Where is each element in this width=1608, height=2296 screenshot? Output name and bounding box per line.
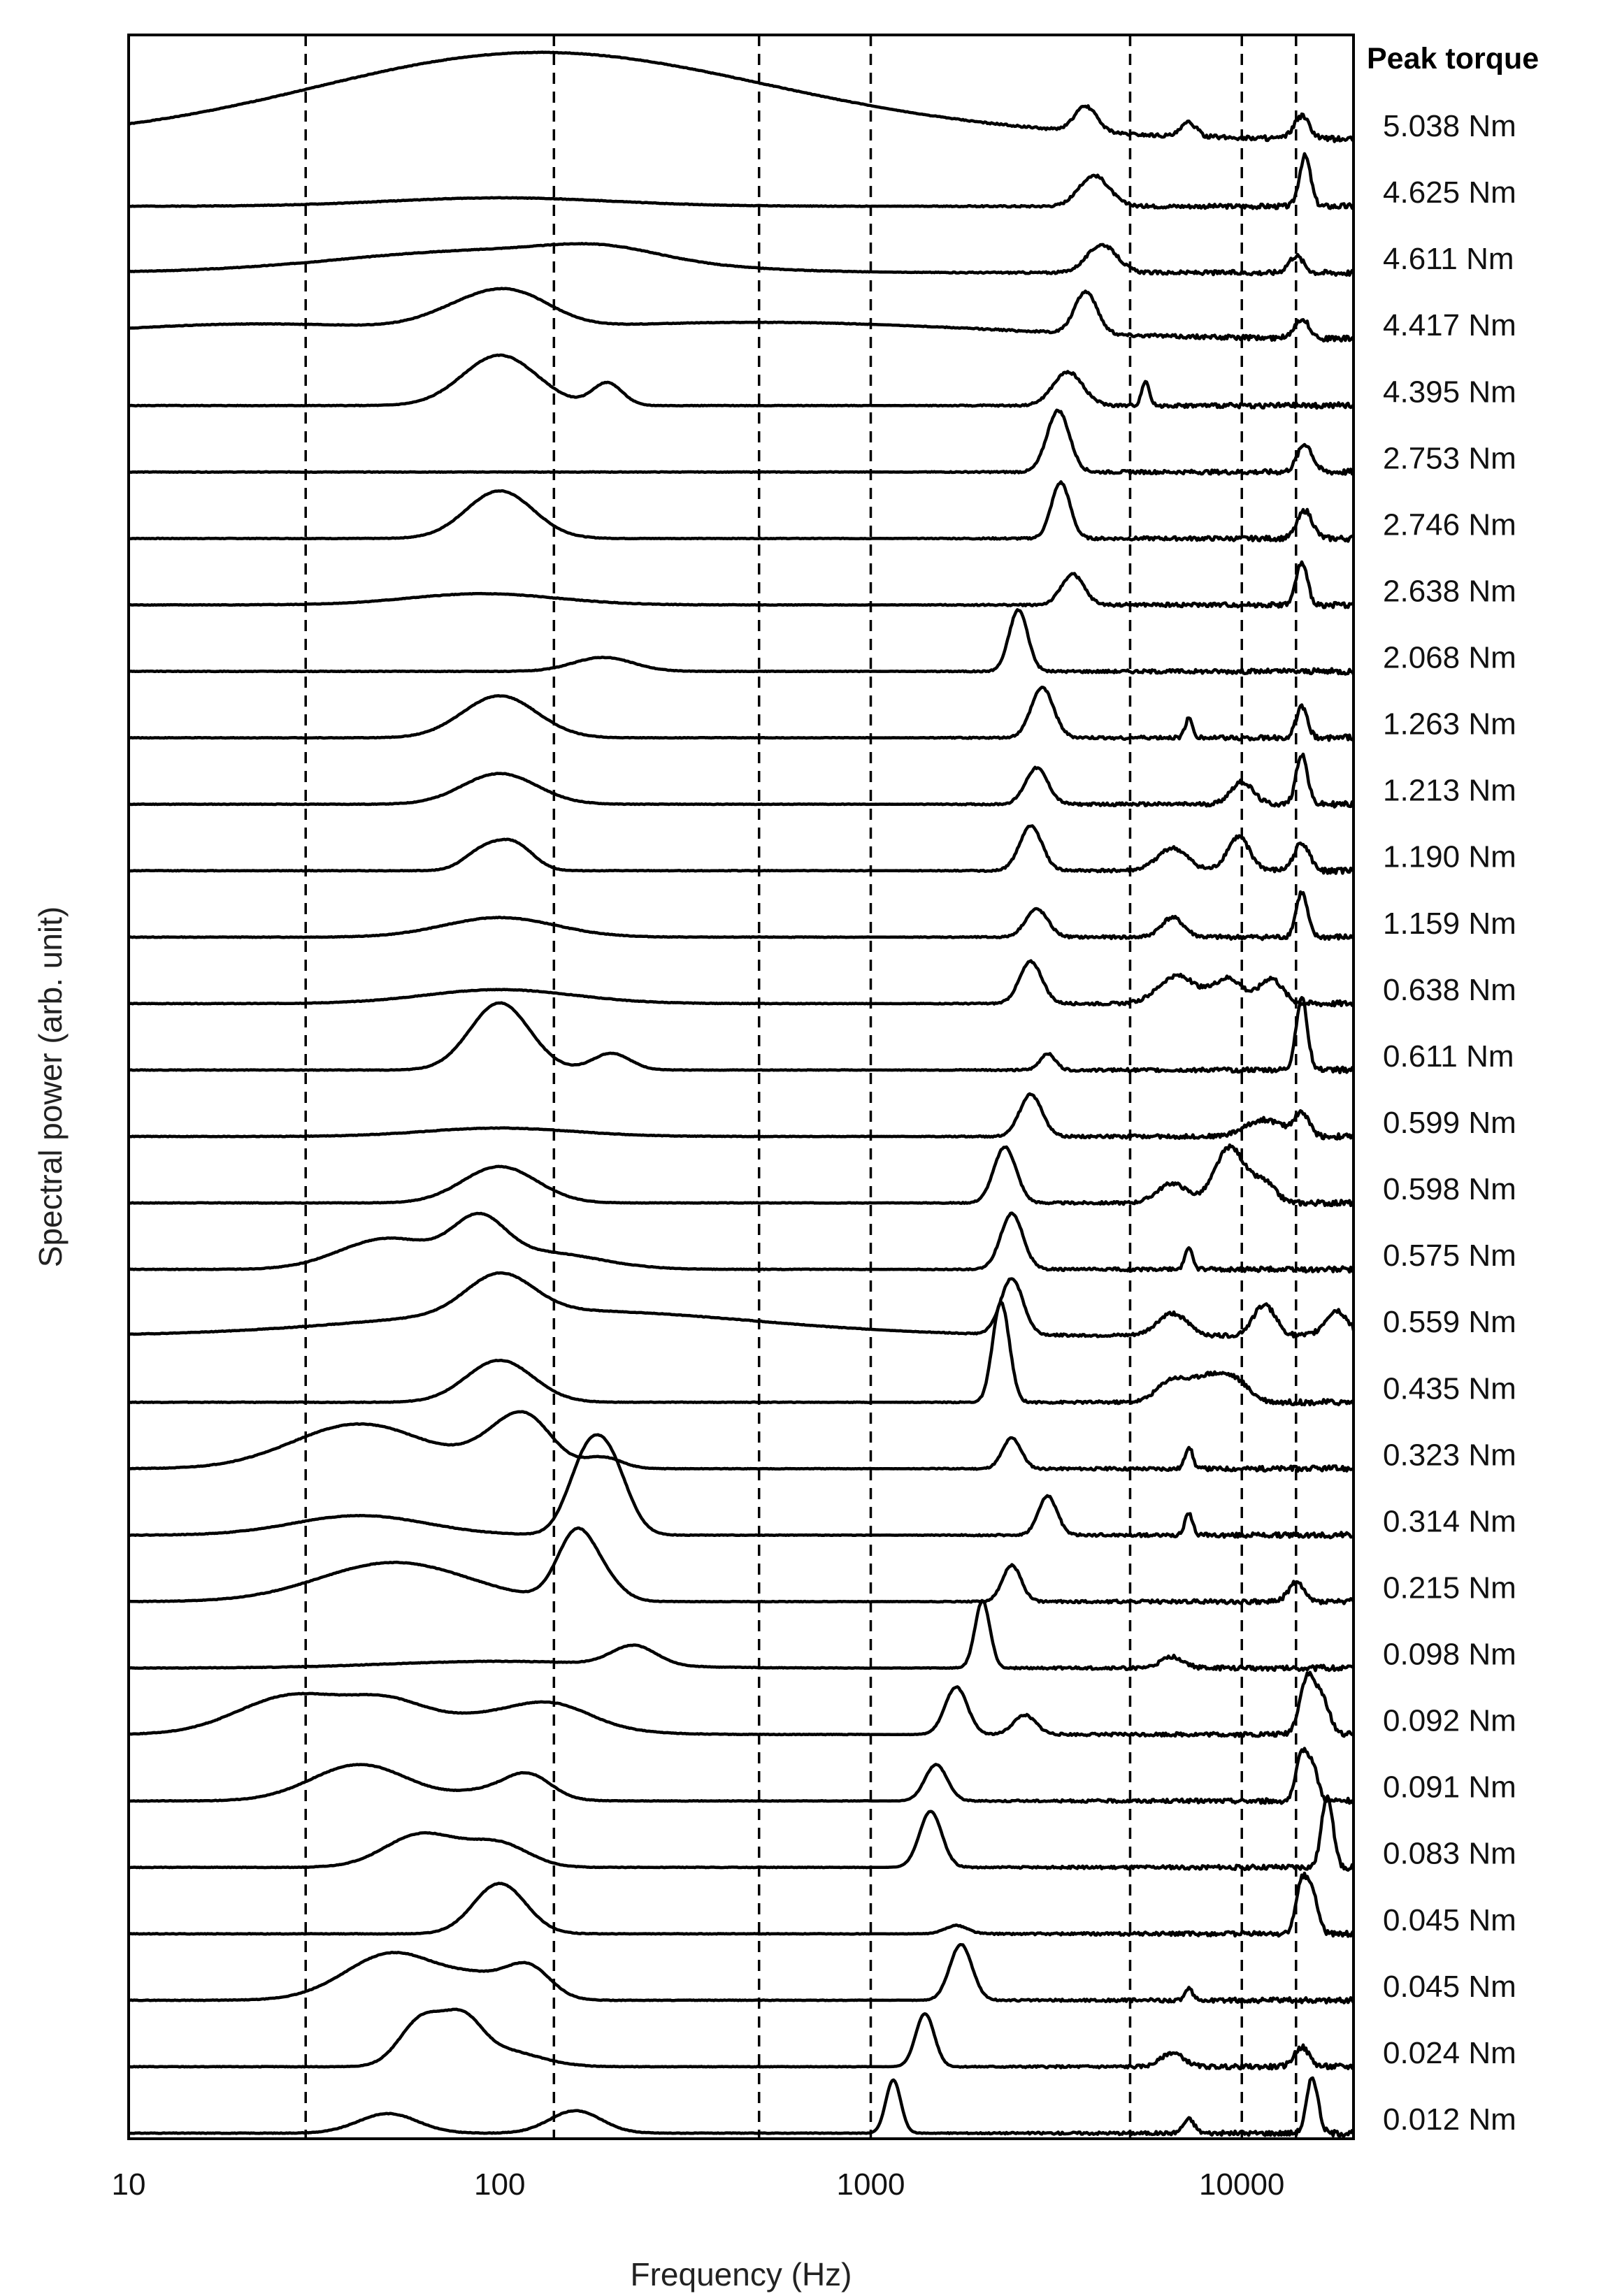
legend-label-10: 1.263 Nm: [1383, 707, 1516, 742]
legend-label-5: 4.395 Nm: [1383, 375, 1516, 409]
legend-label-21: 0.323 Nm: [1383, 1438, 1516, 1472]
legend-label-27: 0.083 Nm: [1383, 1837, 1516, 1871]
series-line-3: [128, 242, 1356, 277]
series-line-17: [128, 1143, 1355, 1208]
legend-label-11: 1.213 Nm: [1383, 774, 1516, 808]
series-line-6: [128, 408, 1356, 476]
series-line-16: [128, 1092, 1354, 1141]
series-line-9: [128, 608, 1355, 676]
legend-label-29: 0.045 Nm: [1383, 1970, 1516, 2004]
series-line-25: [128, 1670, 1355, 1738]
series-line-20: [128, 1300, 1356, 1407]
series-line-1: [128, 50, 1355, 143]
series-line-26: [128, 1747, 1356, 1805]
series-line-5: [128, 353, 1355, 410]
x-axis-title: Frequency (Hz): [631, 2256, 852, 2293]
series-line-29: [128, 1942, 1355, 2005]
legend-label-26: 0.091 Nm: [1383, 1770, 1516, 1805]
legend-label-13: 1.159 Nm: [1383, 907, 1516, 941]
legend-label-15: 0.611 Nm: [1383, 1039, 1514, 1074]
series-line-23: [128, 1526, 1356, 1605]
legend-label-30: 0.024 Nm: [1383, 2036, 1516, 2070]
series-line-30: [128, 2007, 1354, 2071]
legend-label-1: 5.038 Nm: [1383, 109, 1516, 143]
series-line-22: [128, 1433, 1355, 1540]
series-line-4: [128, 287, 1355, 343]
legend-label-25: 0.092 Nm: [1383, 1704, 1516, 1738]
series-line-21: [128, 1410, 1355, 1473]
series-line-2: [128, 152, 1355, 210]
y-axis-title: Spectral power (arb. unit): [32, 907, 69, 1267]
x-tick-label-10000: 10000: [1199, 2167, 1284, 2202]
plot-frame: [127, 34, 1355, 2140]
series-line-19: [128, 1271, 1356, 1339]
x-tick-label-10: 10: [112, 2167, 146, 2202]
series-line-31: [128, 2076, 1356, 2138]
legend-label-18: 0.575 Nm: [1383, 1239, 1516, 1273]
legend-label-24: 0.098 Nm: [1383, 1638, 1516, 1672]
legend-labels: 5.038 Nm 4.625 Nm 4.611 Nm 4.417 Nm 4.395 Nm…: [1383, 109, 1516, 2137]
series-lines: [128, 50, 1356, 2138]
series-line-15: [128, 995, 1355, 1074]
legend-label-17: 0.598 Nm: [1383, 1172, 1516, 1206]
legend-label-19: 0.559 Nm: [1383, 1305, 1516, 1339]
legend-label-20: 0.435 Nm: [1383, 1371, 1516, 1406]
legend-label-23: 0.215 Nm: [1383, 1571, 1516, 1605]
legend-label-12: 1.190 Nm: [1383, 840, 1516, 874]
x-tick-label-100: 100: [474, 2167, 525, 2202]
legend-label-4: 4.417 Nm: [1383, 308, 1516, 342]
x-tick-label-1000: 1000: [837, 2167, 905, 2202]
legend-label-3: 4.611 Nm: [1383, 242, 1514, 276]
legend-label-2: 4.625 Nm: [1383, 175, 1516, 210]
legend-label-14: 0.638 Nm: [1383, 973, 1516, 1007]
series-line-27: [128, 1794, 1354, 1872]
series-line-10: [128, 686, 1354, 742]
series-line-7: [128, 480, 1354, 543]
series-line-28: [128, 1871, 1355, 1938]
legend-label-31: 0.012 Nm: [1383, 2102, 1516, 2137]
legend-label-6: 2.753 Nm: [1383, 441, 1516, 475]
series-line-12: [128, 824, 1355, 875]
series-line-8: [128, 560, 1355, 609]
x-axis-ticks: 10 100 1000 10000: [112, 2167, 1285, 2202]
legend-label-28: 0.045 Nm: [1383, 1903, 1516, 1937]
legend-label-16: 0.599 Nm: [1383, 1106, 1516, 1140]
legend-label-9: 2.068 Nm: [1383, 641, 1516, 675]
legend-label-8: 2.638 Nm: [1383, 574, 1516, 608]
legend-title: Peak torque: [1367, 42, 1539, 75]
reference-lines: [304, 35, 1298, 2139]
series-line-18: [128, 1211, 1356, 1274]
series-line-11: [128, 752, 1356, 809]
series-line-13: [128, 890, 1354, 941]
series-line-24: [128, 1598, 1355, 1673]
series-line-14: [128, 959, 1355, 1008]
legend-label-22: 0.314 Nm: [1383, 1504, 1516, 1538]
legend-label-7: 2.746 Nm: [1383, 507, 1516, 542]
